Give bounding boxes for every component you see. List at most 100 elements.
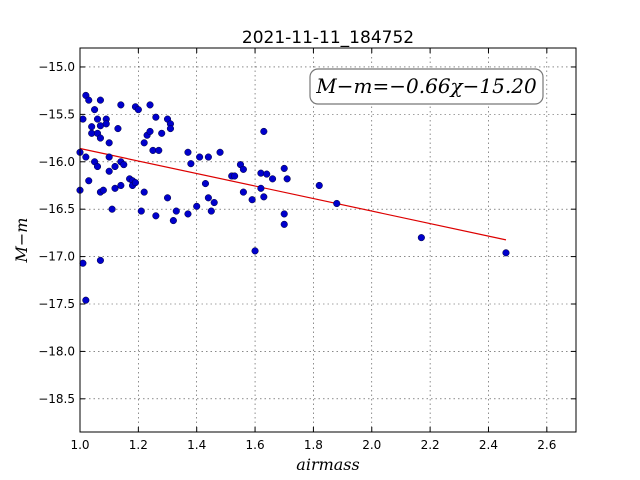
data-point — [257, 169, 265, 177]
data-point — [96, 256, 104, 264]
data-point — [417, 234, 425, 242]
y-tick-label: −15.0 — [38, 60, 75, 74]
data-point — [93, 162, 102, 171]
data-point — [85, 96, 93, 104]
data-point — [146, 101, 154, 109]
plot-frame — [79, 47, 577, 433]
y-tick-label: −16.0 — [38, 155, 75, 169]
data-point — [283, 175, 291, 183]
y-tick-label: −17.0 — [38, 250, 75, 264]
data-point — [134, 106, 142, 114]
data-point — [169, 217, 177, 225]
y-tick-label: −18.5 — [38, 392, 75, 406]
data-point — [184, 148, 192, 156]
data-point — [82, 296, 90, 304]
data-point — [502, 249, 510, 257]
data-point — [263, 170, 271, 178]
data-point — [85, 177, 93, 185]
data-point — [155, 146, 163, 154]
data-point — [158, 129, 166, 137]
data-point — [105, 167, 113, 175]
data-point — [140, 139, 148, 147]
data-point — [187, 160, 195, 168]
data-point — [280, 220, 288, 228]
data-point — [93, 115, 102, 123]
fit-equation-frame — [309, 68, 544, 105]
y-axis-label: M−m — [12, 218, 31, 264]
data-point — [248, 196, 256, 204]
data-point — [257, 184, 265, 192]
fit-equation: M−m=−0.66χ−15.20 — [315, 74, 537, 98]
data-point — [260, 127, 268, 135]
data-point — [88, 123, 96, 131]
data-point — [193, 202, 201, 210]
data-point — [82, 153, 90, 161]
data-point — [114, 125, 122, 133]
y-tick-label: −15.5 — [38, 107, 75, 121]
data-point — [204, 194, 212, 202]
data-point — [333, 199, 341, 208]
data-point — [96, 134, 104, 142]
axis-ticks: 1.0 1.2 1.4 1.6 1.8 2.0 2.2 2.4 2.6 −15.0 −15.5 −16… — [38, 48, 576, 452]
data-point — [105, 139, 113, 147]
y-tick-label: −17.5 — [38, 297, 75, 311]
data-point — [315, 181, 323, 190]
data-point — [146, 127, 154, 135]
data-point — [166, 125, 174, 133]
data-point — [117, 181, 125, 190]
data-point — [231, 172, 239, 180]
fit-equation-box: M−m=−0.66χ−15.20 — [309, 68, 544, 105]
x-tick-label: 1.2 — [129, 438, 148, 452]
data-point — [120, 161, 128, 169]
x-tick-label: 2.6 — [537, 438, 556, 452]
x-tick-label: 1.4 — [187, 438, 206, 452]
x-tick-label: 2.0 — [362, 438, 381, 452]
data-point — [99, 186, 107, 194]
data-point — [79, 115, 87, 123]
y-tick-label: −18.0 — [38, 344, 75, 358]
data-point — [172, 207, 180, 215]
x-tick-label: 2.2 — [421, 438, 440, 452]
data-point — [152, 212, 160, 220]
data-point — [111, 184, 119, 192]
data-point — [239, 188, 247, 196]
chart-title: 2021-11-11_184752 — [242, 28, 414, 48]
data-point — [108, 205, 116, 213]
x-tick-label: 1.0 — [70, 438, 89, 452]
x-tick-label: 2.4 — [479, 438, 498, 452]
data-point — [204, 153, 212, 161]
data-point — [111, 162, 119, 171]
data-point — [216, 148, 224, 156]
data-point — [96, 96, 104, 104]
data-point — [79, 259, 87, 267]
data-point — [280, 210, 288, 218]
data-point — [140, 188, 148, 196]
data-point — [251, 247, 259, 255]
data-point — [201, 180, 210, 188]
grid-lines — [79, 48, 576, 432]
data-point — [105, 153, 113, 161]
data-point — [91, 106, 99, 114]
data-point — [260, 193, 268, 201]
data-point — [102, 120, 110, 128]
x-axis-label: airmass — [296, 455, 359, 474]
data-point — [207, 207, 215, 215]
x-tick-label: 1.6 — [246, 438, 265, 452]
data-point — [210, 198, 218, 207]
data-point — [239, 165, 247, 173]
data-point — [131, 179, 139, 187]
data-point — [117, 101, 125, 109]
data-point — [137, 207, 145, 215]
data-point — [280, 164, 288, 172]
data-point — [163, 194, 172, 202]
data-point — [152, 113, 160, 121]
x-tick-label: 1.8 — [304, 438, 323, 452]
y-tick-label: −16.5 — [38, 202, 75, 216]
fit-line — [79, 147, 507, 241]
data-point — [196, 153, 204, 161]
data-point — [184, 210, 192, 218]
data-point — [269, 175, 277, 183]
data-points — [76, 91, 510, 304]
fit-line-group — [79, 147, 507, 241]
